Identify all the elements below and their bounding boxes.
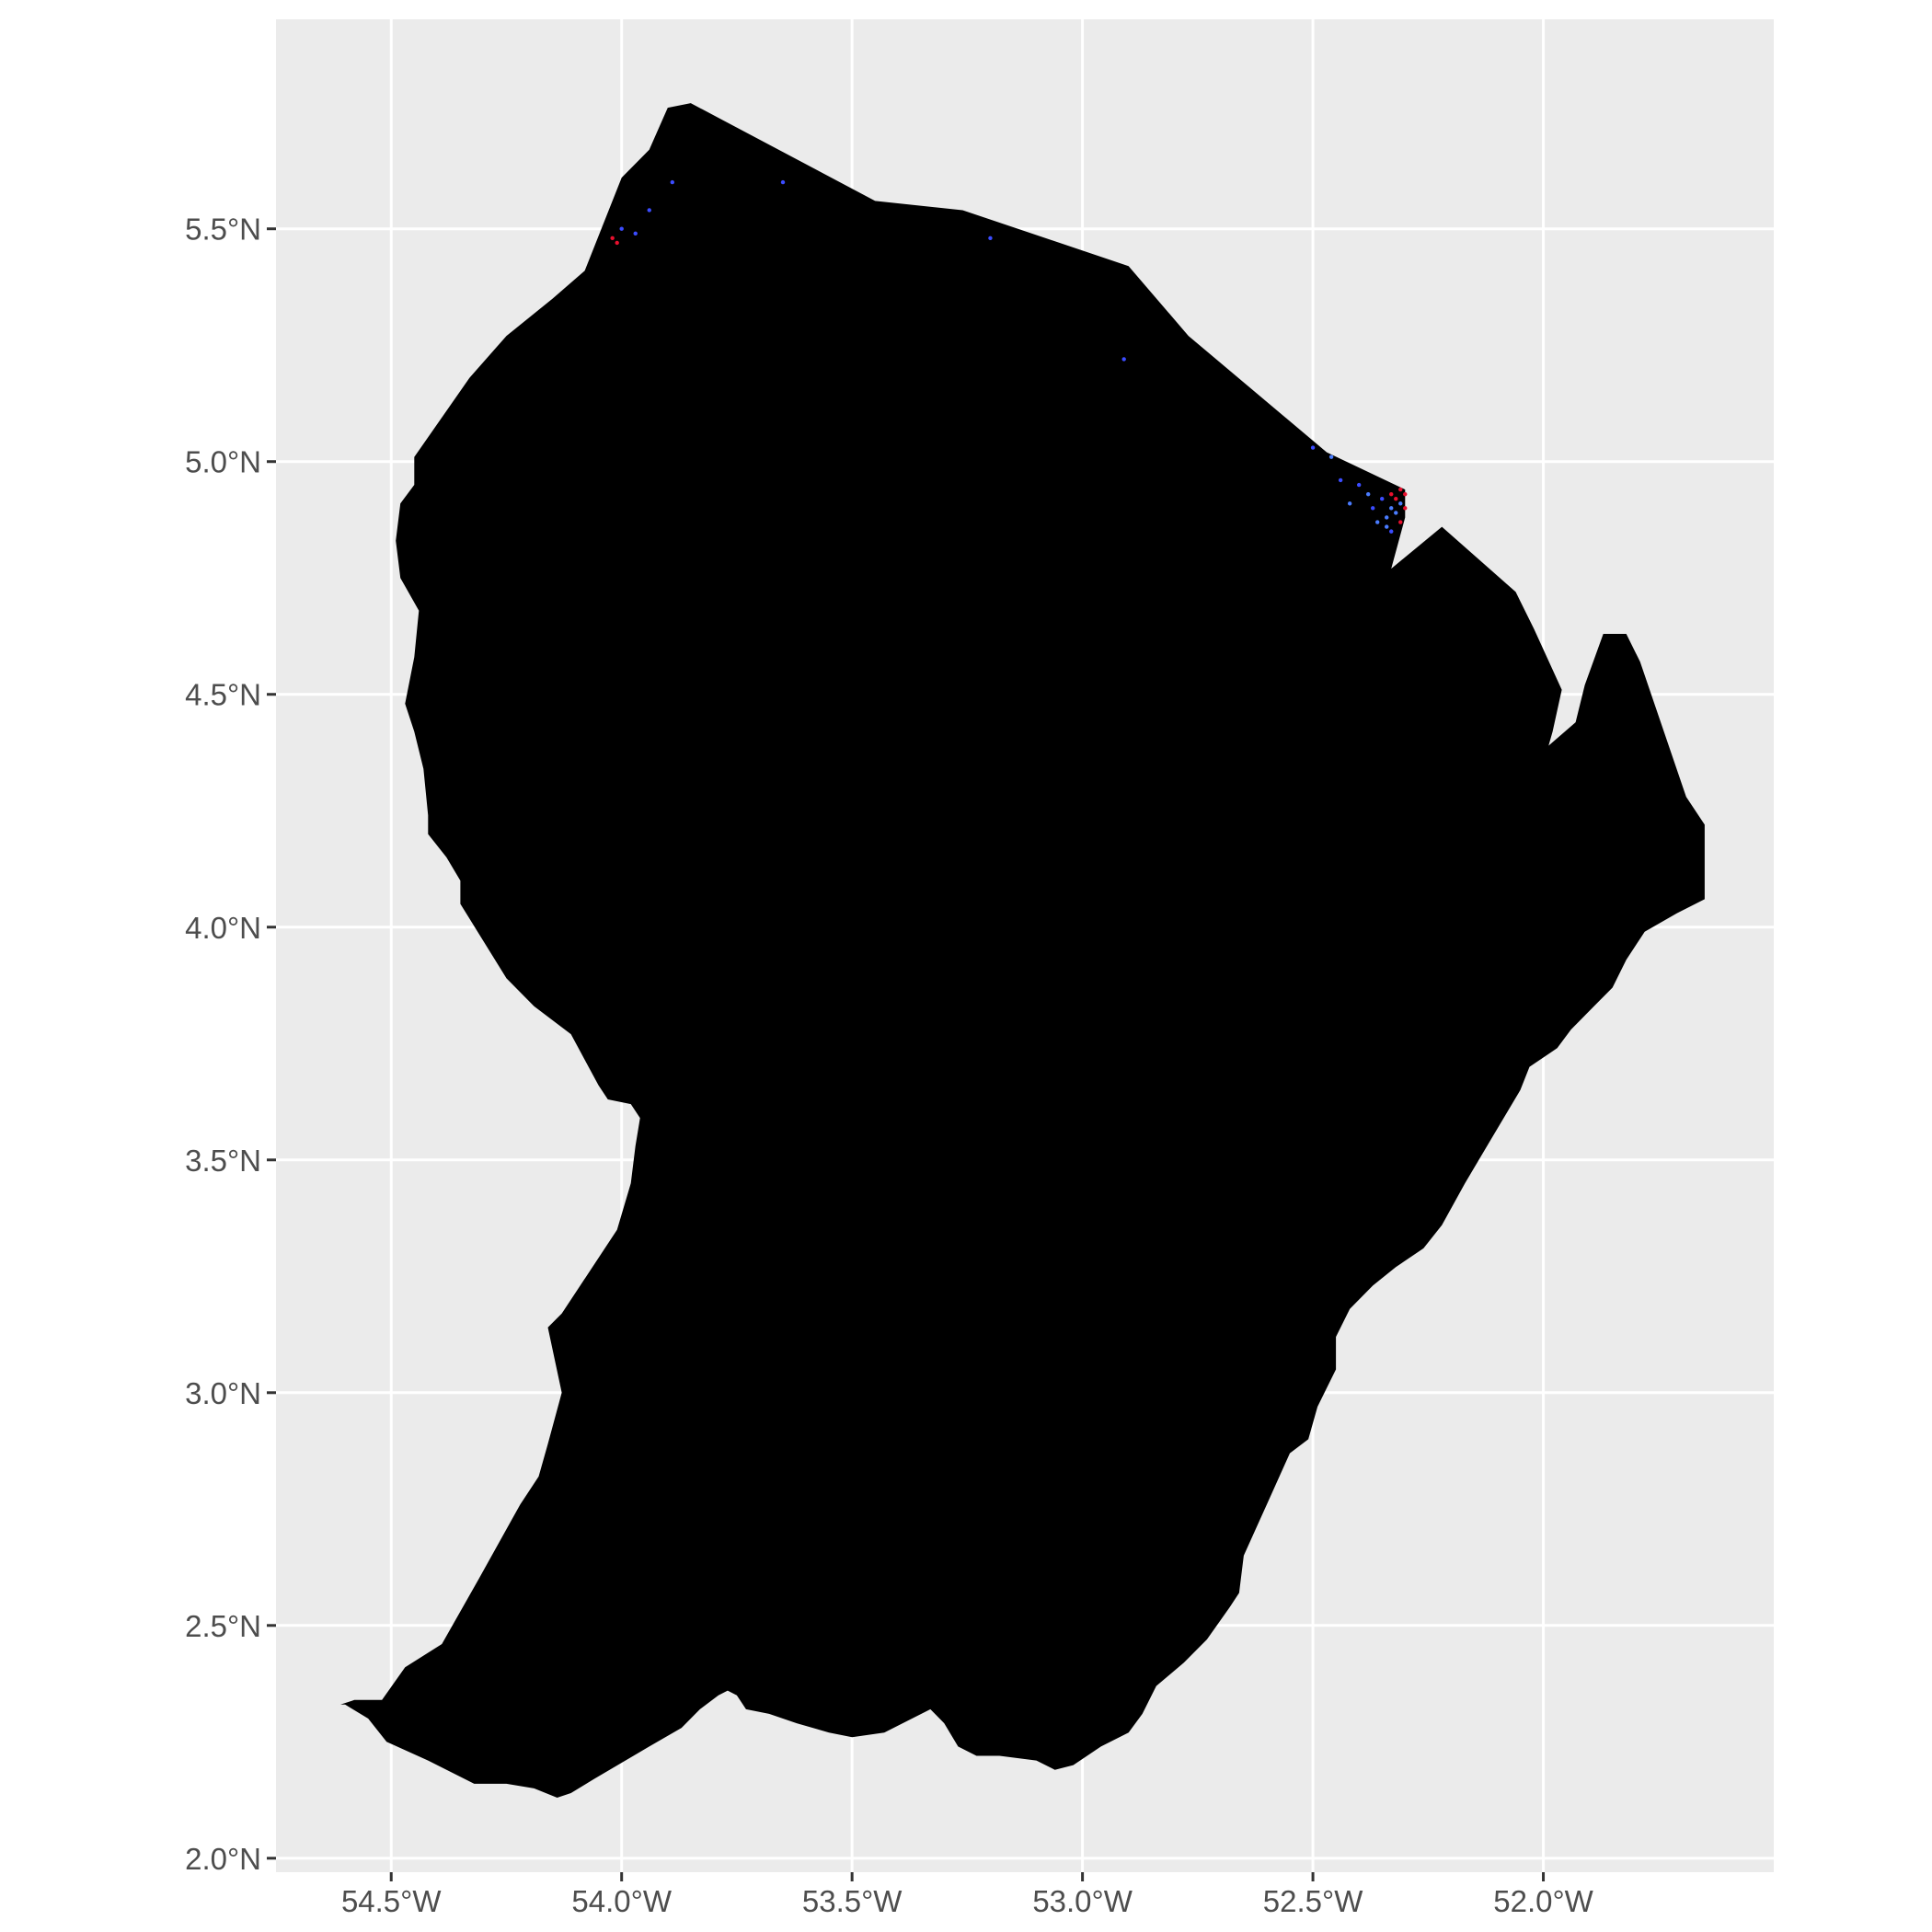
data-point xyxy=(1365,491,1371,497)
data-point xyxy=(1394,511,1398,515)
data-point xyxy=(1394,497,1398,501)
data-point xyxy=(1310,445,1316,450)
data-point xyxy=(1398,501,1403,506)
data-point xyxy=(988,236,993,241)
data-point xyxy=(1385,524,1389,529)
data-point xyxy=(1389,529,1394,534)
data-point xyxy=(1385,515,1389,520)
data-point xyxy=(619,226,624,231)
x-tick-label: 53.5°W xyxy=(802,1884,903,1918)
data-point xyxy=(1389,491,1394,497)
data-point xyxy=(610,236,615,241)
data-point xyxy=(1347,501,1352,506)
data-point xyxy=(615,240,619,246)
y-tick-label: 2.0°N xyxy=(185,1842,261,1876)
y-tick-label: 5.5°N xyxy=(185,213,261,247)
data-point xyxy=(1398,487,1403,492)
data-point xyxy=(1338,477,1343,483)
data-point xyxy=(1403,491,1408,497)
data-point xyxy=(1389,506,1394,511)
data-point xyxy=(1403,506,1408,511)
y-tick-label: 4.0°N xyxy=(185,911,261,945)
data-point xyxy=(1121,357,1126,362)
data-point xyxy=(1398,520,1403,524)
data-point xyxy=(1370,506,1375,511)
data-point xyxy=(670,179,674,185)
y-tick-label: 3.0°N xyxy=(185,1376,261,1410)
data-point xyxy=(1328,454,1334,459)
data-point xyxy=(1380,497,1385,501)
y-tick-label: 5.0°N xyxy=(185,445,261,479)
data-point xyxy=(780,179,786,185)
x-tick-label: 52.5°W xyxy=(1263,1884,1363,1918)
x-tick-label: 54.0°W xyxy=(571,1884,672,1918)
x-tick-label: 52.0°W xyxy=(1493,1884,1593,1918)
data-point xyxy=(1375,520,1380,524)
french-guiana-region xyxy=(340,103,1705,1799)
y-axis: 5.5°N 5.0°N 4.5°N 4.0°N 3.5°N 3.0°N 2.5°N 2.0°N xyxy=(185,213,276,1876)
x-tick-label: 54.5°W xyxy=(341,1884,442,1918)
data-point xyxy=(633,231,638,236)
x-axis: 54.5°W 54.0°W 53.5°W 53.0°W 52.5°W 52.0°W xyxy=(341,1872,1594,1918)
data-point xyxy=(647,208,651,213)
y-tick-label: 4.5°N xyxy=(185,678,261,712)
data-points xyxy=(610,179,1408,534)
x-tick-label: 53.0°W xyxy=(1032,1884,1133,1918)
data-point xyxy=(1356,482,1362,488)
y-tick-label: 3.5°N xyxy=(185,1144,261,1178)
y-tick-label: 2.5°N xyxy=(185,1609,261,1643)
